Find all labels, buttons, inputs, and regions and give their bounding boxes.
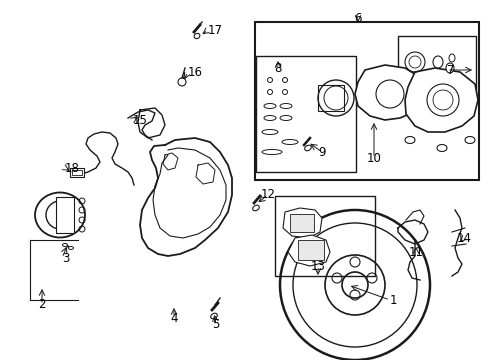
Text: 3: 3 (62, 252, 69, 265)
Bar (397, 36, 475, 96)
FancyArrowPatch shape (67, 246, 68, 247)
Bar (70, 168, 84, 177)
Ellipse shape (404, 136, 414, 144)
Text: 11: 11 (407, 246, 423, 258)
Polygon shape (354, 65, 423, 120)
Text: 1: 1 (389, 293, 397, 306)
Ellipse shape (252, 205, 259, 211)
Ellipse shape (432, 56, 442, 68)
Text: 7: 7 (446, 63, 453, 77)
Text: 14: 14 (456, 231, 470, 244)
Text: 18: 18 (65, 162, 80, 175)
Ellipse shape (262, 130, 278, 135)
Text: 15: 15 (133, 113, 147, 126)
Ellipse shape (68, 247, 73, 249)
Ellipse shape (35, 193, 85, 238)
Ellipse shape (280, 104, 291, 108)
Bar (254, 22, 478, 180)
FancyArrowPatch shape (183, 73, 184, 78)
Bar (289, 214, 313, 232)
Ellipse shape (210, 313, 217, 319)
Text: 16: 16 (187, 66, 203, 78)
Text: 13: 13 (310, 260, 325, 273)
Bar (56, 197, 74, 233)
Ellipse shape (194, 33, 200, 39)
Ellipse shape (264, 104, 275, 108)
Text: 4: 4 (170, 311, 177, 324)
Text: 12: 12 (260, 189, 275, 202)
Ellipse shape (464, 136, 474, 144)
Bar (256, 56, 355, 172)
Ellipse shape (448, 54, 454, 62)
Ellipse shape (436, 144, 446, 152)
Bar (297, 240, 324, 260)
Text: 17: 17 (207, 23, 223, 36)
Polygon shape (283, 208, 321, 238)
Bar (317, 85, 343, 111)
Text: 5: 5 (212, 319, 219, 332)
Polygon shape (404, 68, 477, 132)
Text: 6: 6 (353, 12, 361, 24)
Ellipse shape (280, 116, 291, 121)
Text: 2: 2 (38, 298, 46, 311)
Text: 10: 10 (366, 152, 381, 165)
Ellipse shape (262, 149, 282, 154)
Ellipse shape (445, 63, 453, 73)
Text: 9: 9 (318, 145, 325, 158)
Polygon shape (287, 235, 329, 266)
Ellipse shape (282, 139, 297, 144)
Ellipse shape (62, 243, 67, 247)
Ellipse shape (264, 116, 275, 121)
Text: 8: 8 (274, 62, 281, 75)
Bar (274, 196, 374, 276)
Ellipse shape (304, 145, 311, 151)
Bar (72, 170, 82, 175)
